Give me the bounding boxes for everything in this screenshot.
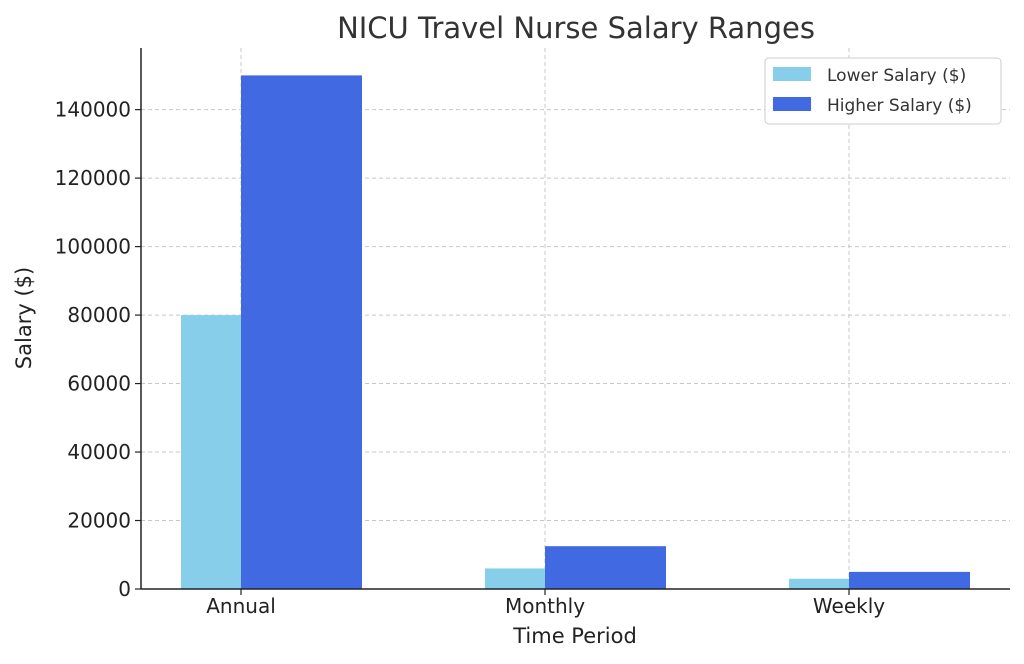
y-tick-label: 0 (118, 577, 131, 601)
legend-box (764, 57, 1002, 125)
bars (181, 75, 970, 590)
y-tick-label: 80000 (67, 303, 131, 327)
legend-swatch-lower (773, 67, 811, 81)
bar-higher-annual (241, 75, 362, 590)
y-tick-label: 100000 (55, 235, 131, 259)
bar-higher-monthly (545, 546, 666, 589)
bar-higher-weekly (849, 571, 970, 589)
y-tick-label: 60000 (67, 372, 131, 396)
x-axis-ticks: Annual Monthly Weekly (206, 589, 885, 618)
x-tick-label: Annual (206, 594, 276, 618)
bar-lower-monthly (485, 568, 545, 589)
y-tick-label: 120000 (55, 166, 131, 190)
chart-title: NICU Travel Nurse Salary Ranges (337, 11, 815, 45)
y-axis-ticks: 0 20000 40000 60000 80000 100000 120000 140000 (55, 98, 141, 601)
legend-swatch-higher (773, 97, 811, 111)
y-tick-label: 40000 (67, 440, 131, 464)
legend-label-lower: Lower Salary ($) (827, 66, 966, 86)
bar-lower-weekly (789, 578, 849, 589)
x-tick-label: Weekly (813, 594, 885, 618)
y-tick-label: 20000 (67, 509, 131, 533)
y-axis-label: Salary ($) (12, 267, 36, 369)
y-tick-label: 140000 (55, 98, 131, 122)
x-tick-label: Monthly (505, 594, 585, 618)
legend-label-higher: Higher Salary ($) (827, 96, 972, 116)
x-axis-label: Time Period (512, 624, 637, 648)
legend: Lower Salary ($) Higher Salary ($) (764, 57, 1002, 125)
bar-lower-annual (181, 315, 241, 589)
